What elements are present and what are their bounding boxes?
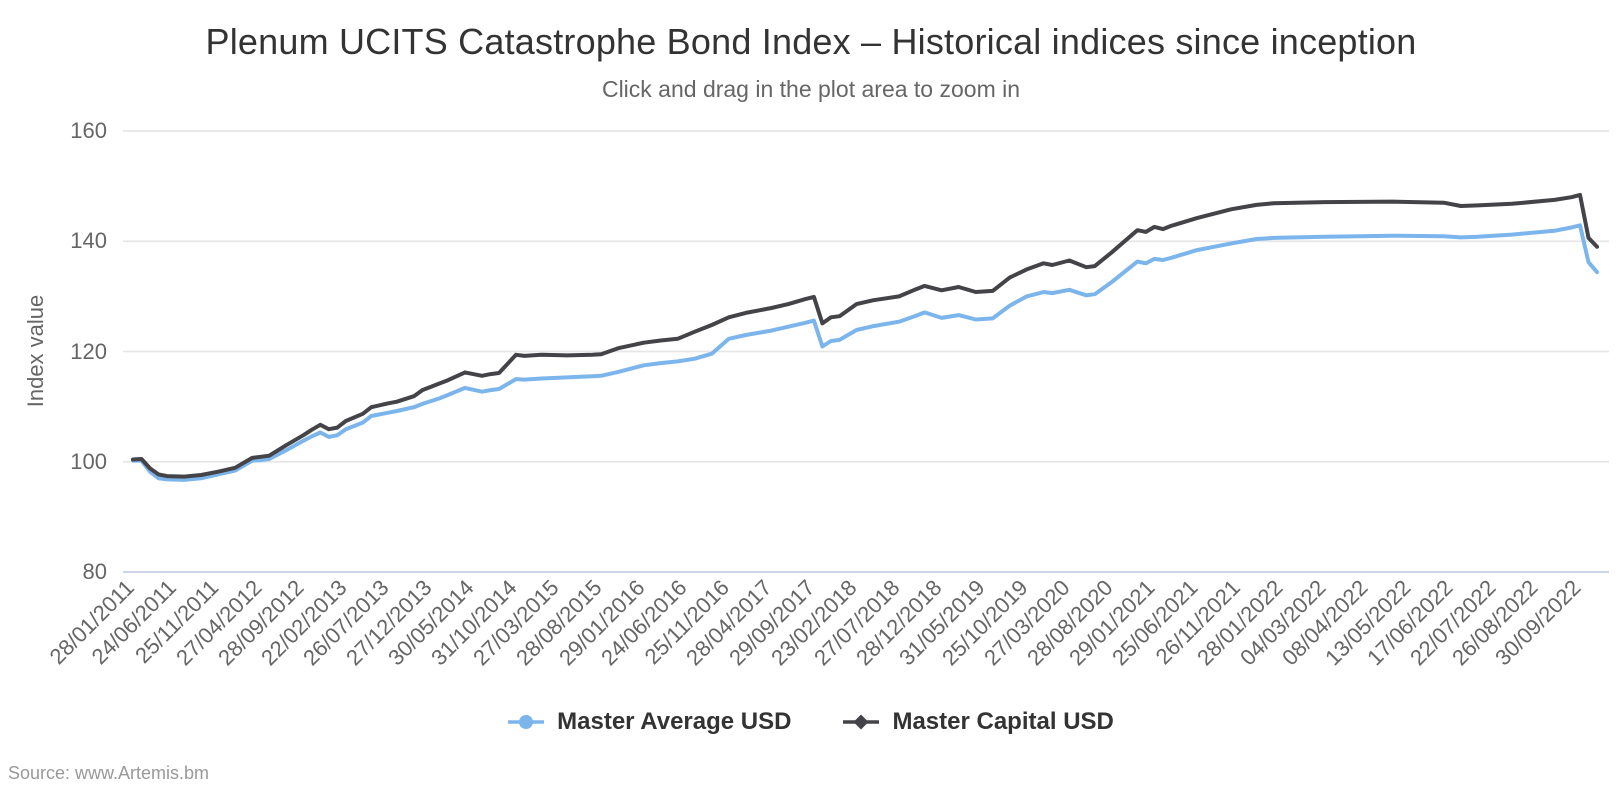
circle-marker-icon bbox=[508, 715, 545, 729]
legend-label: Master Capital USD bbox=[892, 708, 1114, 735]
legend-item-master-average-usd[interactable]: Master Average USD bbox=[508, 708, 791, 736]
y-axis-label: 120 bbox=[70, 338, 107, 364]
chart-subtitle: Click and drag in the plot area to zoom … bbox=[601, 76, 1021, 102]
legend: Master Average USD Master Capital USD bbox=[0, 708, 1622, 736]
y-axis-label: 160 bbox=[70, 118, 107, 143]
legend-item-master-capital-usd[interactable]: Master Capital USD bbox=[843, 708, 1114, 736]
source-credit: Source: www.Artemis.bm bbox=[8, 763, 210, 783]
legend-label: Master Average USD bbox=[557, 708, 792, 735]
series-line-master-average-usd[interactable] bbox=[131, 223, 1599, 482]
diamond-marker-icon bbox=[843, 714, 880, 730]
series-line-master-capital-usd[interactable] bbox=[131, 192, 1599, 479]
y-axis-label: 100 bbox=[70, 448, 107, 474]
y-axis-label: 80 bbox=[82, 559, 107, 584]
chart-title: Plenum UCITS Catastrophe Bond Index – Hi… bbox=[205, 21, 1417, 62]
y-axis-label: 140 bbox=[70, 228, 107, 254]
